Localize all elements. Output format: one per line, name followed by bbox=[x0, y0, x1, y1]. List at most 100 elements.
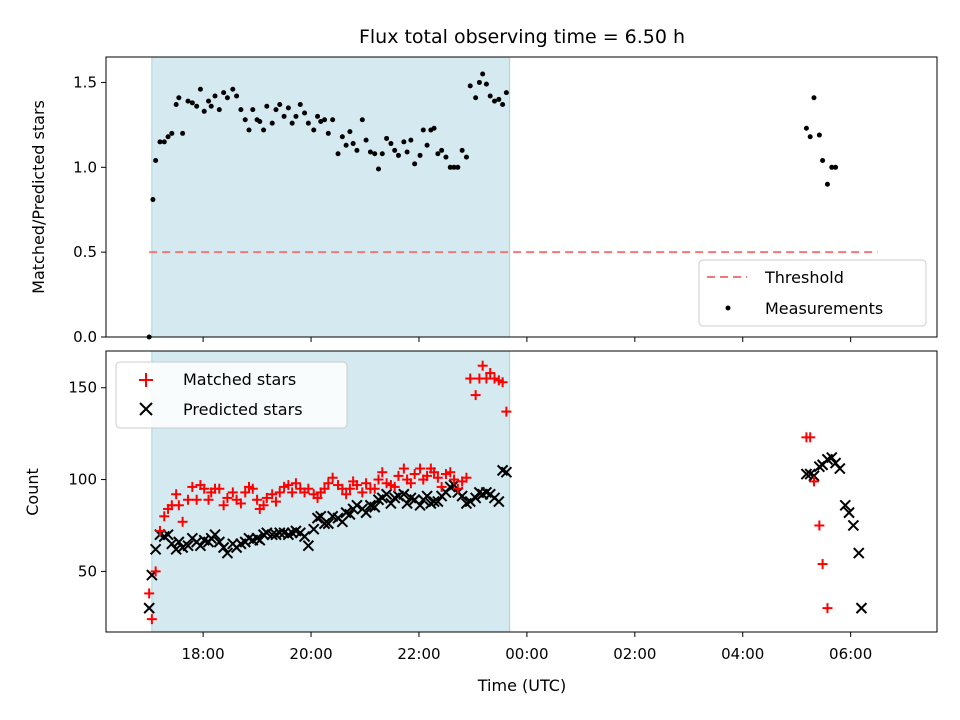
matched-star-point bbox=[357, 487, 368, 498]
measurement-point bbox=[165, 134, 171, 140]
measurement-point bbox=[354, 147, 360, 153]
matched-star-point bbox=[393, 470, 404, 481]
measurement-point bbox=[150, 197, 156, 203]
matched-star-point bbox=[409, 469, 420, 480]
measurement-point bbox=[372, 151, 378, 157]
matched-star-point bbox=[470, 390, 481, 401]
measurement-point bbox=[417, 152, 423, 158]
predicted-star-point bbox=[217, 541, 230, 554]
x-tick-label: 22:00 bbox=[397, 645, 440, 663]
predicted-star-point bbox=[808, 470, 820, 482]
x-tick-label: 04:00 bbox=[721, 645, 764, 663]
measurement-point bbox=[315, 113, 321, 119]
matched-star-point bbox=[177, 516, 188, 527]
matched-star-point bbox=[154, 525, 165, 536]
x-tick-label: 02:00 bbox=[613, 645, 656, 663]
matched-star-point bbox=[373, 474, 384, 485]
legend-matched-swatch bbox=[139, 373, 153, 387]
measurement-point bbox=[376, 166, 382, 172]
measurement-point bbox=[189, 100, 195, 106]
predicted-star-point bbox=[143, 602, 155, 614]
measurement-point bbox=[197, 86, 203, 92]
measurement-point bbox=[392, 147, 398, 153]
measurement-point bbox=[420, 127, 426, 133]
measurement-point bbox=[293, 113, 299, 119]
predicted-star-point bbox=[308, 523, 320, 535]
predicted-stars-series bbox=[143, 451, 868, 614]
matched-star-point bbox=[267, 489, 278, 500]
x-axis-ticks bbox=[202, 337, 852, 342]
matched-star-point bbox=[351, 480, 362, 491]
measurement-point bbox=[173, 102, 179, 108]
matched-star-point bbox=[218, 500, 229, 511]
measurement-point bbox=[238, 107, 244, 113]
measurement-point bbox=[157, 139, 163, 145]
matched-star-point bbox=[222, 492, 233, 503]
measurement-point bbox=[322, 117, 328, 123]
measurement-point bbox=[833, 164, 839, 170]
predicted-star-point bbox=[401, 497, 413, 510]
measurement-point bbox=[335, 151, 341, 157]
x-axis-label: Time (UTC) bbox=[477, 676, 566, 695]
predicted-star-point bbox=[182, 539, 194, 552]
matched-star-point bbox=[150, 566, 161, 577]
measurement-point bbox=[246, 127, 252, 133]
measurement-point bbox=[273, 107, 279, 113]
matched-star-point bbox=[449, 474, 460, 485]
matched-star-point bbox=[258, 500, 269, 511]
plot-frame bbox=[105, 56, 938, 338]
predicted-star-point bbox=[493, 495, 505, 508]
measurement-point bbox=[208, 103, 214, 109]
measurement-point bbox=[367, 149, 373, 155]
predicted-star-point bbox=[469, 492, 482, 504]
legend-measurements-label: Measurements bbox=[765, 299, 883, 318]
matched-star-point bbox=[227, 487, 238, 498]
legend: Threshold Measurements bbox=[698, 259, 927, 327]
matched-star-point bbox=[319, 483, 330, 494]
predicted-star-point bbox=[421, 490, 433, 502]
predicted-star-point bbox=[853, 547, 865, 559]
measurement-point bbox=[302, 110, 308, 116]
measurement-point bbox=[480, 71, 486, 77]
measurements-series bbox=[146, 71, 839, 340]
measurement-point bbox=[269, 120, 275, 126]
matched-stars-series bbox=[144, 360, 833, 625]
measurement-point bbox=[439, 147, 445, 153]
matched-star-point bbox=[247, 483, 258, 494]
matched-star-point bbox=[199, 483, 210, 494]
measurement-point bbox=[339, 134, 345, 140]
matched-star-point bbox=[497, 377, 508, 388]
measurement-point bbox=[206, 98, 212, 104]
measurement-point bbox=[330, 117, 336, 123]
matched-star-point bbox=[159, 511, 170, 522]
x-tick-label: 06:00 bbox=[829, 645, 872, 663]
measurement-point bbox=[257, 118, 263, 124]
predicted-star-point bbox=[826, 451, 838, 464]
measurement-point bbox=[459, 147, 465, 153]
measurement-point bbox=[250, 107, 256, 113]
counts-panel: 50 100 150 18:00 20:00 22:00 00:00 02:00 04:00 0… bbox=[23, 350, 938, 695]
x-tick-label: 00:00 bbox=[505, 645, 548, 663]
predicted-star-point bbox=[369, 501, 381, 513]
matched-star-point bbox=[429, 467, 440, 478]
predicted-star-point bbox=[432, 495, 444, 508]
measurement-point bbox=[807, 134, 813, 140]
predicted-star-point bbox=[464, 495, 476, 508]
predicted-star-point bbox=[847, 519, 860, 532]
measurement-point bbox=[289, 120, 295, 126]
matched-star-point bbox=[171, 489, 182, 500]
matched-star-point bbox=[312, 492, 323, 503]
observing-window-shade bbox=[151, 56, 511, 338]
predicted-star-point bbox=[209, 528, 221, 541]
predicted-star-point bbox=[834, 462, 846, 475]
measurement-point bbox=[451, 164, 457, 170]
measurement-point bbox=[359, 117, 365, 123]
measurement-point bbox=[311, 127, 317, 133]
legend-matched-label: Matched stars bbox=[183, 370, 296, 389]
predicted-star-point bbox=[428, 495, 440, 508]
measurement-point bbox=[824, 181, 830, 187]
measurement-point bbox=[388, 141, 394, 147]
measurement-point bbox=[424, 142, 430, 148]
measurement-point bbox=[443, 154, 449, 160]
y-tick-label: 150 bbox=[68, 379, 97, 397]
